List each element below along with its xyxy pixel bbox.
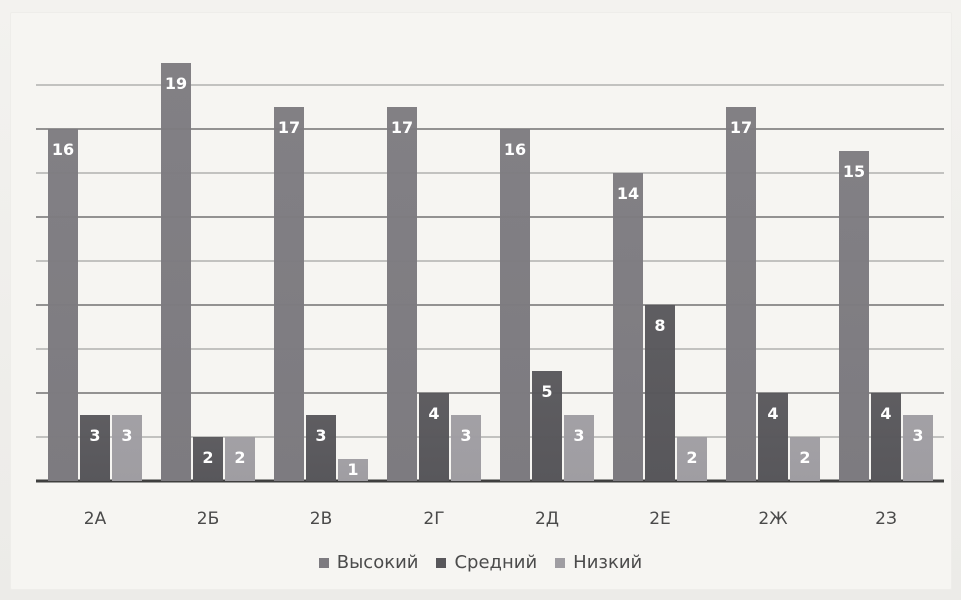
bar-2Е-Высокий	[613, 173, 643, 481]
data-label: 14	[617, 184, 639, 203]
bar-2Е-Низкий	[677, 437, 707, 481]
legend-label-medium: Средний	[454, 552, 538, 573]
bar-2В-Низкий	[338, 459, 368, 481]
bar-2Е-Средний	[645, 305, 675, 481]
data-label: 3	[460, 426, 471, 445]
data-label: 5	[541, 382, 552, 401]
bar-2Г-Средний	[419, 393, 449, 481]
data-label: 16	[504, 140, 526, 159]
bar-2З-Низкий	[903, 415, 933, 481]
bar-2Б-Низкий	[225, 437, 255, 481]
bar-2Г-Высокий	[387, 107, 417, 481]
data-label: 15	[843, 162, 865, 181]
bar-2Б-Средний	[193, 437, 223, 481]
data-label: 16	[52, 140, 74, 159]
legend-item-high: Высокий	[318, 552, 419, 573]
data-label: 19	[165, 74, 187, 93]
chart-legend: Высокий Средний Низкий	[0, 552, 961, 573]
data-label: 3	[912, 426, 923, 445]
data-label: 2	[234, 448, 245, 467]
bar-2Д-Высокий	[500, 129, 530, 481]
data-label: 4	[428, 404, 439, 423]
bar-2З-Средний	[871, 393, 901, 481]
data-label: 4	[880, 404, 891, 423]
bar-2А-Средний	[80, 415, 110, 481]
bar-2В-Высокий	[274, 107, 304, 481]
legend-label-high: Высокий	[336, 552, 419, 573]
bar-2Ж-Средний	[758, 393, 788, 481]
legend-swatch-medium	[436, 557, 447, 568]
legend-item-medium: Средний	[436, 552, 537, 573]
data-label: 17	[391, 118, 413, 137]
data-label: 4	[767, 404, 778, 423]
bar-2Д-Низкий	[564, 415, 594, 481]
data-label: 2	[202, 448, 213, 467]
legend-swatch-low	[555, 557, 566, 568]
bar-2А-Высокий	[48, 129, 78, 481]
x-tick-label: 2В	[310, 509, 332, 529]
x-tick-label: 2Ж	[758, 509, 787, 529]
bar-2Ж-Высокий	[726, 107, 756, 481]
bar-2Ж-Низкий	[790, 437, 820, 481]
data-label: 3	[573, 426, 584, 445]
bar-2Г-Низкий	[451, 415, 481, 481]
x-tick-label: 2Д	[535, 509, 559, 529]
legend-item-low: Низкий	[555, 552, 642, 573]
bar-2З-Высокий	[839, 151, 869, 481]
x-tick-label: 2А	[84, 509, 107, 529]
x-tick-label: 2Е	[649, 509, 671, 529]
data-label: 17	[278, 118, 300, 137]
bar-2Д-Средний	[532, 371, 562, 481]
data-label: 17	[730, 118, 752, 137]
data-label: 2	[686, 448, 697, 467]
x-tick-label: 2З	[875, 509, 897, 529]
data-label: 1	[347, 460, 358, 479]
data-label: 3	[121, 426, 132, 445]
data-label: 3	[89, 426, 100, 445]
data-label: 2	[799, 448, 810, 467]
legend-label-low: Низкий	[573, 552, 643, 573]
legend-swatch-high	[318, 557, 329, 568]
x-tick-label: 2Б	[197, 509, 219, 529]
data-label: 3	[315, 426, 326, 445]
bar-2В-Средний	[306, 415, 336, 481]
x-tick-label: 2Г	[423, 509, 444, 529]
data-label: 8	[654, 316, 665, 335]
bar-2Б-Высокий	[161, 63, 191, 481]
bar-2А-Низкий	[112, 415, 142, 481]
